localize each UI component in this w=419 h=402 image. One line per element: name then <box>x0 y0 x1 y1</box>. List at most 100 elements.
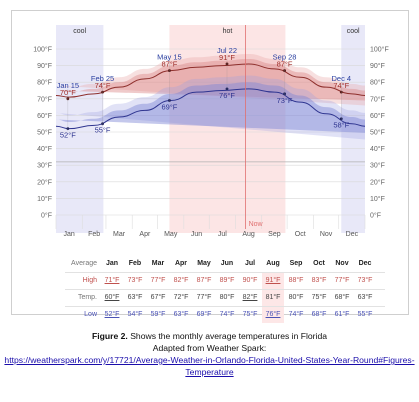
y-tick-label-left: 10°F <box>37 195 52 203</box>
table-cell: 73°F <box>127 277 143 284</box>
now-label: Now <box>249 221 264 228</box>
table-cell: 74°F <box>219 311 235 318</box>
row-label-high: High <box>82 277 97 284</box>
high-line <box>55 63 366 98</box>
table-row-temp: Temp. 60°F 63°F 67°F 72°F 77°F 80°F 82°F… <box>65 289 385 306</box>
y-tick-label-left: 70°F <box>37 95 52 103</box>
x-tick-label: Jun <box>191 231 202 238</box>
table-month: Jan <box>105 260 119 267</box>
row-label-temp: Temp. <box>77 294 97 301</box>
x-tick-label: Sep <box>268 231 281 238</box>
y-tick-label-right: 70°F <box>370 95 385 103</box>
table-cell: 88°F <box>288 277 304 284</box>
table-cell: 52°F <box>104 311 120 318</box>
table-month: Feb <box>128 260 142 267</box>
table-row-high: High 71°F 73°F 77°F 82°F 87°F 89°F 90°F … <box>65 272 385 289</box>
table-cell: 59°F <box>150 311 166 318</box>
annotation-low: 73°F <box>277 96 293 105</box>
annotation-high: 74°F <box>95 81 111 90</box>
table-month: Aug <box>266 260 280 267</box>
table-cell: 75°F <box>242 311 258 318</box>
table-month: Mar <box>151 260 165 267</box>
y-tick-label-right: 100°F <box>370 46 389 54</box>
table-cell: 82°F <box>173 277 189 284</box>
x-tick-label: Jul <box>218 231 227 238</box>
season-label: hot <box>223 28 233 35</box>
table-cell: 63°F <box>357 294 373 301</box>
x-tick-label: Jan <box>63 231 74 238</box>
table-cell: 87°F <box>196 277 212 284</box>
low-band-outer <box>56 75 365 140</box>
y-tick-label-left: 0°F <box>41 212 52 220</box>
x-tick-label: May <box>164 231 178 238</box>
table-cell: 63°F <box>127 294 143 301</box>
table-cell: 55°F <box>357 311 373 318</box>
chart-frame: cool hot cool 0°F 0°F 10°F 10°F 20°F 20°F 30°F 30°… <box>11 10 409 323</box>
season-band <box>341 25 365 233</box>
x-tick-label: Mar <box>113 231 126 238</box>
caption-line: Figure 2. Shows the monthly average temp… <box>0 330 419 342</box>
y-tick-label-right: 90°F <box>370 62 385 70</box>
x-tick-label: Dec <box>346 231 359 238</box>
caption-adapted: Adapted from Weather Spark: <box>152 343 267 353</box>
table-row-low: Low 52°F 54°F 59°F 63°F 69°F 74°F 75°F 7… <box>65 306 385 323</box>
x-tick-label: Aug <box>242 231 255 238</box>
annotation-low: 52°F <box>60 131 76 140</box>
table-cell: 75°F <box>311 294 327 301</box>
y-tick-label-right: 20°F <box>370 178 385 186</box>
annotation-date: Jan 15 <box>57 81 80 90</box>
y-tick-label-right: 60°F <box>370 112 385 120</box>
y-tick-label-right: 50°F <box>370 129 385 137</box>
annotation-high: 74°F <box>333 81 349 90</box>
table-cell: 83°F <box>311 277 327 284</box>
table-header-label: Average <box>71 260 97 267</box>
temperature-chart: cool hot cool 0°F 0°F 10°F 10°F 20°F 20°F 30°F 30°… <box>33 25 389 238</box>
annotation-high: 87°F <box>277 60 293 69</box>
y-tick-label-right: 30°F <box>370 162 385 170</box>
season-label: cool <box>347 28 360 35</box>
table-cell: 67°F <box>150 294 166 301</box>
y-tick-label-left: 30°F <box>37 162 52 170</box>
season-label: cool <box>73 28 86 35</box>
source-link[interactable]: https://weatherspark.com/y/17721/Average… <box>4 355 415 377</box>
table-cell: 71°F <box>104 277 120 284</box>
caption-text: Shows the monthly average temperatures i… <box>130 331 328 341</box>
x-tick-label: Apr <box>139 231 151 238</box>
table-month: Apr <box>174 260 188 267</box>
table-cell: 82°F <box>242 294 258 301</box>
annotation-date: Jul 22 <box>217 46 237 55</box>
y-tick-label-left: 100°F <box>33 46 52 54</box>
table-cell: 80°F <box>288 294 304 301</box>
y-tick-label-left: 40°F <box>37 145 52 153</box>
table-cell: 60°F <box>104 294 120 301</box>
table-cell: 54°F <box>127 311 143 318</box>
table-cell: 72°F <box>173 294 189 301</box>
table-cell: 61°F <box>334 311 350 318</box>
annotation-low: 76°F <box>219 91 235 100</box>
figure-caption: Figure 2. Shows the monthly average temp… <box>0 330 419 378</box>
averages-table: Average Jan Feb Mar Apr May Jun Jul Aug … <box>65 256 385 323</box>
annotation-low: 55°F <box>95 126 111 135</box>
high-band-inner <box>56 58 365 101</box>
table-month: May <box>197 260 211 267</box>
table-cell: 77°F <box>196 294 212 301</box>
y-tick-label-left: 80°F <box>37 79 52 87</box>
table-cell: 76°F <box>262 307 284 323</box>
annotation-high: 70°F <box>60 88 76 97</box>
x-tick-label: Nov <box>320 231 333 238</box>
table-cell: 89°F <box>219 277 235 284</box>
table-cell: 69°F <box>196 311 212 318</box>
annotation-date: Feb 25 <box>91 74 114 83</box>
y-tick-label-right: 80°F <box>370 79 385 87</box>
annotation-low: 69°F <box>161 102 177 111</box>
low-line <box>55 88 366 130</box>
row-label-low: Low <box>84 311 97 318</box>
y-tick-label-right: 0°F <box>370 212 381 220</box>
table-cell: 74°F <box>288 311 304 318</box>
annotation-date: Dec 4 <box>331 74 351 83</box>
table-cell: 73°F <box>357 277 373 284</box>
figure-label: Figure 2. <box>91 331 128 341</box>
y-tick-label-left: 20°F <box>37 178 52 186</box>
table-month: Nov <box>335 260 349 267</box>
annotation-high: 87°F <box>161 60 177 69</box>
